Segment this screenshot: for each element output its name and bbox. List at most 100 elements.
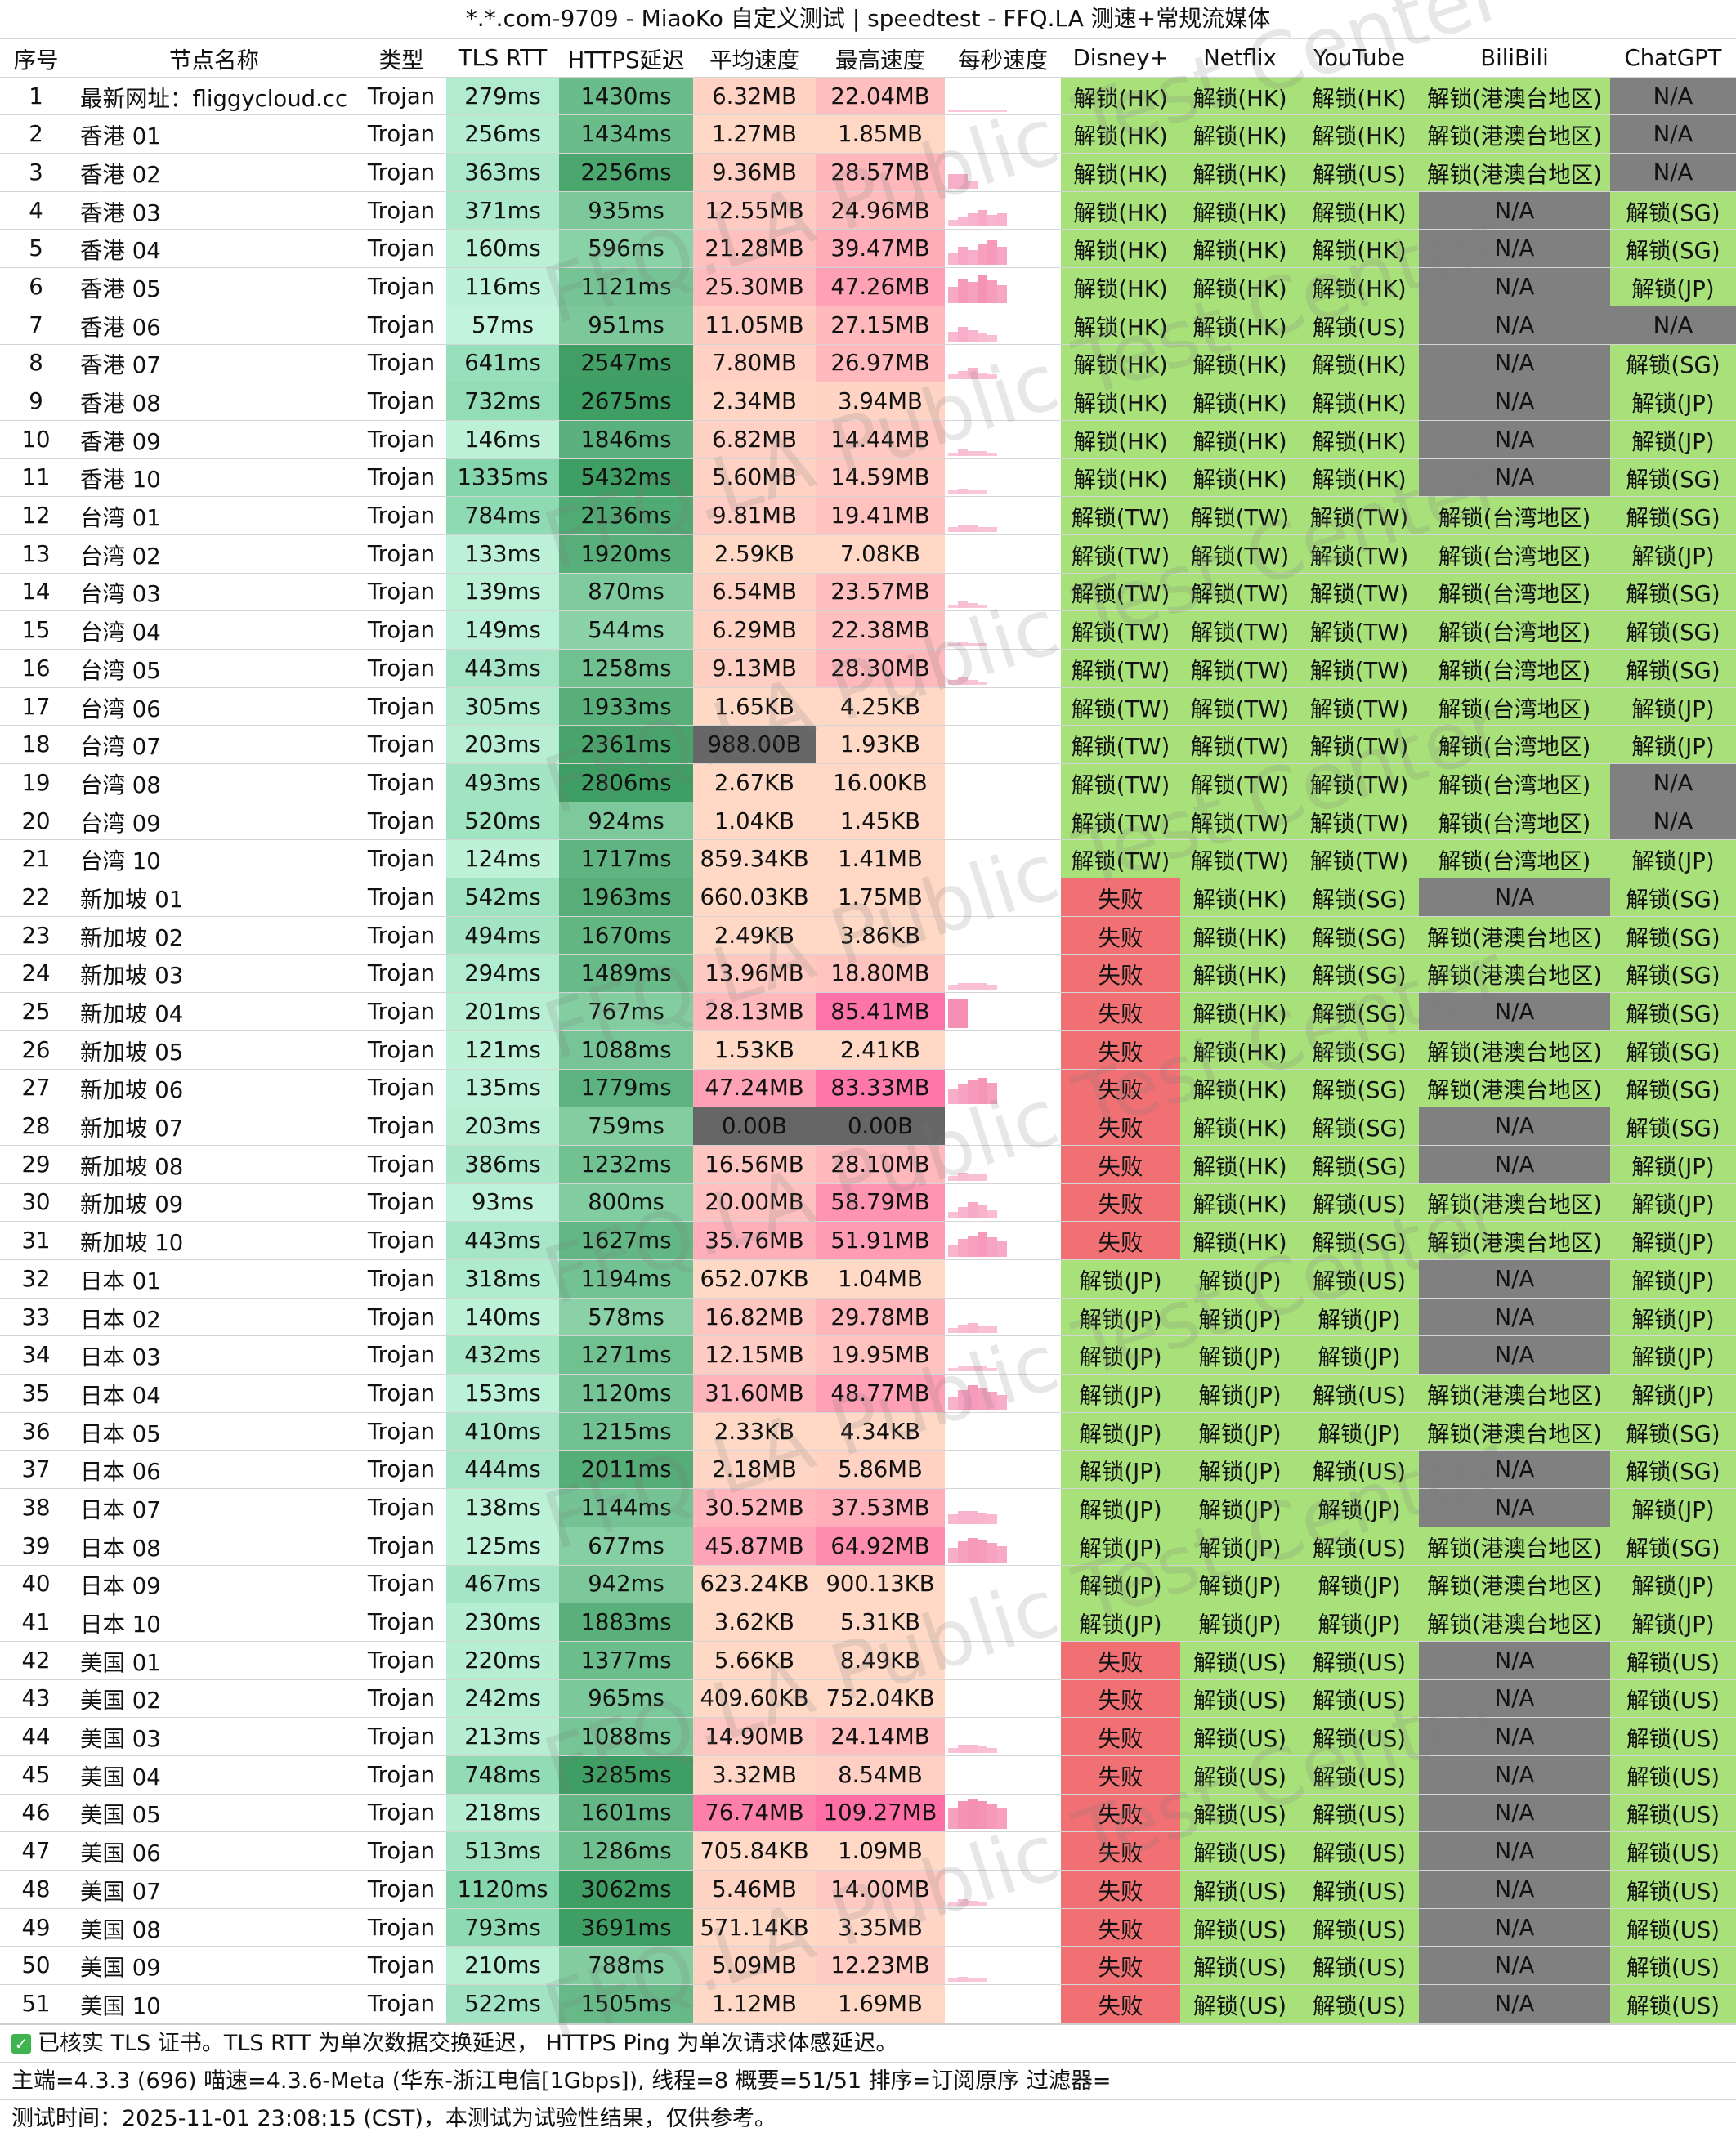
cell-id: 29 bbox=[0, 1145, 72, 1184]
cell-avg-speed: 652.07KB bbox=[693, 1259, 816, 1299]
cell-bilibili: 解锁(港澳台地区) bbox=[1419, 1030, 1610, 1070]
cell-netflix: 解锁(JP) bbox=[1180, 1374, 1300, 1413]
cell-tls-rtt: 203ms bbox=[446, 725, 559, 765]
cell-type: Trojan bbox=[356, 916, 446, 955]
header-node-name[interactable]: 节点名称 bbox=[72, 39, 356, 78]
header-bilibili[interactable]: BiliBili bbox=[1419, 39, 1610, 78]
cell-disney: 解锁(HK) bbox=[1061, 306, 1180, 345]
cell-bilibili: N/A bbox=[1419, 1335, 1610, 1375]
cell-max-speed: 19.41MB bbox=[816, 496, 945, 535]
cell-per-second-speed bbox=[945, 153, 1061, 192]
sparkline-bar bbox=[948, 490, 958, 494]
header-chatgpt[interactable]: ChatGPT bbox=[1610, 39, 1736, 78]
cell-disney: 解锁(JP) bbox=[1061, 1488, 1180, 1527]
sparkline-bar bbox=[958, 1366, 968, 1372]
cell-disney: 解锁(JP) bbox=[1061, 1565, 1180, 1604]
cell-per-second-speed bbox=[945, 725, 1061, 765]
cell-max-speed: 14.00MB bbox=[816, 1870, 945, 1909]
header-avg-speed[interactable]: 平均速度 bbox=[693, 39, 816, 78]
cell-netflix: 解锁(US) bbox=[1180, 1870, 1300, 1909]
cell-youtube: 解锁(TW) bbox=[1300, 649, 1419, 688]
cell-id: 24 bbox=[0, 954, 72, 994]
cell-https-latency: 924ms bbox=[559, 802, 693, 841]
header-type[interactable]: 类型 bbox=[356, 39, 446, 78]
sparkline-bar bbox=[968, 250, 978, 266]
cell-disney: 失败 bbox=[1061, 1221, 1180, 1260]
speed-sparkline bbox=[948, 1722, 1058, 1753]
speed-sparkline bbox=[948, 119, 1058, 150]
cell-netflix: 解锁(HK) bbox=[1180, 458, 1300, 498]
cell-bilibili: 解锁(港澳台地区) bbox=[1419, 1603, 1610, 1642]
cell-disney: 失败 bbox=[1061, 1679, 1180, 1719]
header-tls-rtt[interactable]: TLS RTT bbox=[446, 39, 559, 78]
sparkline-bar bbox=[968, 1900, 978, 1906]
sparkline-bar bbox=[978, 210, 987, 227]
cell-node-name: 日本 08 bbox=[72, 1527, 356, 1566]
cell-avg-speed: 9.36MB bbox=[693, 153, 816, 192]
sparkline-bar bbox=[987, 110, 997, 113]
cell-youtube: 解锁(HK) bbox=[1300, 458, 1419, 498]
cell-type: Trojan bbox=[356, 878, 446, 917]
cell-node-name: 香港 04 bbox=[72, 229, 356, 269]
cell-id: 27 bbox=[0, 1069, 72, 1108]
cell-id: 49 bbox=[0, 1908, 72, 1947]
cell-tls-rtt: 444ms bbox=[446, 1450, 559, 1490]
cell-max-speed: 16.00KB bbox=[816, 763, 945, 802]
sparkline-bar bbox=[978, 1366, 987, 1372]
cell-disney: 失败 bbox=[1061, 1908, 1180, 1947]
cell-avg-speed: 35.76MB bbox=[693, 1221, 816, 1260]
cell-netflix: 解锁(TW) bbox=[1180, 763, 1300, 802]
header-id[interactable]: 序号 bbox=[0, 39, 72, 78]
table-row: 49 美国 08 Trojan 793ms 3691ms 571.14KB 3.35MB 失败… bbox=[0, 1908, 1736, 1947]
cell-tls-rtt: 116ms bbox=[446, 267, 559, 306]
sparkline-bar bbox=[978, 1078, 987, 1105]
cell-per-second-speed bbox=[945, 954, 1061, 994]
cell-https-latency: 1120ms bbox=[559, 1374, 693, 1413]
cell-youtube: 解锁(SG) bbox=[1300, 1069, 1419, 1108]
sparkline-bar bbox=[958, 278, 968, 303]
cell-chatgpt: N/A bbox=[1610, 153, 1736, 192]
header-per-second-speed[interactable]: 每秒速度 bbox=[945, 39, 1061, 78]
cell-avg-speed: 13.96MB bbox=[693, 954, 816, 994]
cell-https-latency: 1258ms bbox=[559, 649, 693, 688]
sparkline-bar bbox=[948, 1978, 958, 1983]
cell-youtube: 解锁(US) bbox=[1300, 1870, 1419, 1909]
cell-netflix: 解锁(JP) bbox=[1180, 1298, 1300, 1337]
cell-id: 12 bbox=[0, 496, 72, 535]
cell-https-latency: 1377ms bbox=[559, 1641, 693, 1680]
table-row: 45 美国 04 Trojan 748ms 3285ms 3.32MB 8.54MB 失败 解锁… bbox=[0, 1755, 1736, 1795]
speed-sparkline bbox=[948, 615, 1058, 646]
cell-type: Trojan bbox=[356, 1030, 446, 1070]
cell-max-speed: 14.44MB bbox=[816, 420, 945, 459]
header-netflix[interactable]: Netflix bbox=[1180, 39, 1300, 78]
cell-node-name: 香港 01 bbox=[72, 114, 356, 154]
cell-youtube: 解锁(US) bbox=[1300, 1259, 1419, 1299]
sparkline-bar bbox=[958, 217, 968, 227]
cell-type: Trojan bbox=[356, 306, 446, 345]
cell-netflix: 解锁(HK) bbox=[1180, 306, 1300, 345]
cell-disney: 失败 bbox=[1061, 916, 1180, 955]
header-youtube[interactable]: YouTube bbox=[1300, 39, 1419, 78]
cell-node-name: 新加坡 01 bbox=[72, 878, 356, 917]
cell-avg-speed: 5.66KB bbox=[693, 1641, 816, 1680]
header-https-latency[interactable]: HTTPS延迟 bbox=[559, 39, 693, 78]
cell-id: 11 bbox=[0, 458, 72, 498]
cell-https-latency: 1963ms bbox=[559, 878, 693, 917]
cell-bilibili: 解锁(台湾地区) bbox=[1419, 763, 1610, 802]
cell-https-latency: 1920ms bbox=[559, 534, 693, 574]
cell-id: 14 bbox=[0, 573, 72, 612]
cell-disney: 解锁(HK) bbox=[1061, 191, 1180, 230]
header-max-speed[interactable]: 最高速度 bbox=[816, 39, 945, 78]
cell-youtube: 解锁(SG) bbox=[1300, 1107, 1419, 1146]
sparkline-bar bbox=[978, 244, 987, 266]
cell-max-speed: 8.54MB bbox=[816, 1755, 945, 1795]
cell-per-second-speed bbox=[945, 1831, 1061, 1871]
sparkline-bar bbox=[948, 985, 958, 990]
cell-node-name: 台湾 07 bbox=[72, 725, 356, 765]
header-disney[interactable]: Disney+ bbox=[1061, 39, 1180, 78]
cell-disney: 失败 bbox=[1061, 1755, 1180, 1795]
cell-bilibili: N/A bbox=[1419, 1794, 1610, 1833]
cell-per-second-speed bbox=[945, 992, 1061, 1031]
cell-node-name: 日本 04 bbox=[72, 1374, 356, 1413]
cell-type: Trojan bbox=[356, 1565, 446, 1604]
